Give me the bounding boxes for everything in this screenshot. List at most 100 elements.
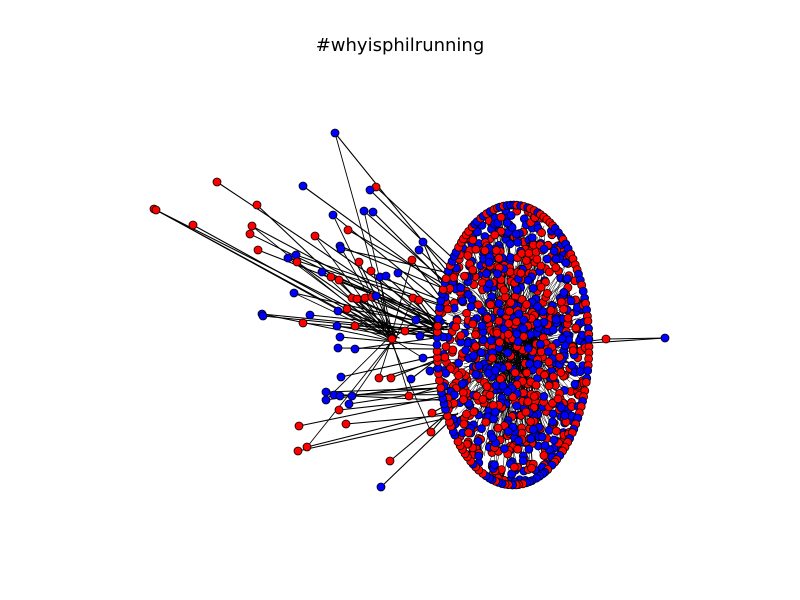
cluster-node-755 (461, 345, 471, 355)
edge-periph-13 (192, 224, 400, 339)
cluster-node-666 (481, 417, 491, 427)
cluster-node-838 (488, 433, 498, 443)
periph-node-14 (253, 245, 263, 255)
periph-node-62 (335, 391, 345, 401)
cluster-node-721 (486, 300, 495, 310)
cluster-node-841 (544, 357, 554, 367)
edge-periph-17 (296, 261, 396, 331)
periph-node-55 (414, 295, 424, 305)
cluster-node-679 (486, 336, 496, 346)
periph-node-47 (333, 343, 343, 353)
cluster-node-813 (546, 305, 556, 315)
periph-node-29 (393, 268, 403, 278)
periph-node-28 (381, 271, 391, 281)
periph-node-2 (365, 185, 375, 195)
edge-extra-0 (334, 132, 394, 343)
cluster-node-763 (557, 334, 567, 344)
cluster-node-765 (513, 444, 523, 454)
periph-node-72 (426, 427, 436, 437)
cluster-node-594 (537, 228, 546, 238)
edge-extra-21 (339, 245, 392, 337)
cluster-node-690 (549, 246, 559, 256)
cluster-node-898 (491, 245, 501, 255)
cluster-node-491 (481, 269, 491, 279)
cluster-node-820 (549, 435, 559, 445)
periph-node-48 (350, 321, 360, 331)
periph-node-57 (411, 315, 421, 325)
cluster-node-810 (454, 370, 464, 380)
cluster-node-781 (536, 282, 546, 292)
cluster-node-790 (519, 315, 529, 325)
cluster-node-696 (460, 271, 469, 281)
cluster-node-682 (473, 300, 483, 310)
cluster-node-634 (568, 346, 578, 356)
cluster-node-791 (490, 407, 500, 417)
cluster-node-598 (512, 317, 521, 327)
cluster-node-801 (462, 409, 471, 419)
cluster-node-187 (494, 316, 504, 326)
periph-node-4 (368, 207, 378, 217)
periph-node-17 (292, 257, 302, 267)
periph-node-23 (343, 225, 353, 235)
cluster-node-821 (485, 390, 495, 400)
cluster-node-796 (556, 368, 566, 377)
rim-node-63 (436, 383, 446, 393)
edge-extra-63 (348, 337, 395, 405)
periph-node-58 (415, 331, 425, 341)
cluster-node-605 (504, 319, 514, 328)
cluster-node-327 (567, 360, 577, 370)
cluster-node-893 (457, 296, 467, 306)
cluster-node-693 (533, 302, 542, 311)
cluster-node-865 (512, 329, 522, 339)
cluster-node-839 (471, 369, 481, 379)
cluster-node-762 (518, 456, 528, 466)
cluster-node-894 (523, 275, 533, 285)
cluster-node-799 (514, 309, 524, 319)
edge-periph-0 (334, 132, 451, 277)
edge-extra-15 (287, 257, 395, 339)
periph-node-0 (330, 128, 340, 138)
cluster-node-878 (523, 397, 533, 407)
periph-node-49 (350, 344, 360, 354)
periph-node-34 (298, 318, 308, 328)
edge-extra-30 (389, 259, 413, 340)
cluster-node-866 (458, 395, 468, 405)
periph-node-8 (252, 200, 262, 210)
periph-node-12 (151, 205, 161, 215)
cluster-node-570 (473, 436, 483, 446)
edge-extra-39 (346, 308, 392, 342)
cluster-node-548 (548, 325, 558, 335)
cluster-node-713 (514, 436, 524, 446)
periph-node-3 (359, 206, 369, 216)
cluster-node-885 (440, 352, 450, 362)
cluster-node-549 (521, 256, 531, 265)
periph-node-51 (374, 373, 384, 383)
rim-node-4 (583, 366, 593, 376)
cluster-node-845 (484, 279, 494, 289)
cluster-node-842 (542, 288, 552, 298)
cluster-node-883 (551, 315, 561, 325)
cluster-node-207 (476, 348, 486, 358)
edge-chain-right (605, 337, 666, 340)
cluster-node-672 (468, 319, 478, 329)
cluster-node-779 (495, 337, 504, 347)
edge-periph-5 (302, 185, 452, 295)
cluster-node-804 (448, 345, 458, 355)
periph-node-71 (427, 408, 437, 418)
cluster-node-772 (512, 285, 522, 295)
cluster-node-817 (474, 361, 484, 371)
cluster-node-734 (457, 379, 467, 389)
edge-cluster-412 (510, 266, 566, 371)
periph-node-59 (321, 387, 331, 397)
periph-node-32 (418, 237, 428, 247)
cluster-node-662 (556, 403, 566, 413)
periph-node-18 (317, 267, 327, 277)
cluster-node-777 (490, 230, 500, 240)
edge-periph-23 (347, 229, 453, 290)
cluster-node-835 (493, 423, 503, 433)
cluster-node-884 (494, 299, 504, 308)
cluster-node-788 (536, 261, 546, 271)
periph-node-30 (407, 255, 417, 265)
periph-node-67 (294, 421, 304, 431)
cluster-node-863 (526, 434, 536, 444)
